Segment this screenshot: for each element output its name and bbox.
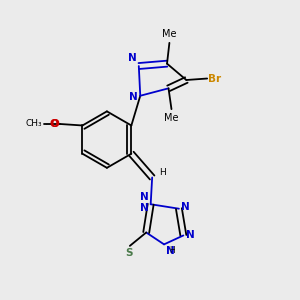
Text: N: N: [129, 92, 137, 102]
Text: Me: Me: [162, 29, 177, 39]
Text: N: N: [140, 192, 149, 202]
Text: O: O: [50, 119, 59, 129]
Text: CH₃: CH₃: [26, 119, 43, 128]
Text: N: N: [166, 246, 175, 256]
Text: S: S: [125, 248, 132, 258]
Text: N: N: [181, 202, 190, 212]
Text: methoxy: methoxy: [46, 123, 52, 124]
Text: O: O: [50, 119, 59, 129]
Text: H: H: [169, 246, 175, 255]
Text: N: N: [186, 230, 194, 241]
Text: H: H: [159, 168, 166, 177]
Text: Me: Me: [164, 113, 179, 123]
Text: N: N: [140, 203, 149, 213]
Text: Br: Br: [208, 74, 221, 83]
Text: N: N: [128, 53, 136, 63]
